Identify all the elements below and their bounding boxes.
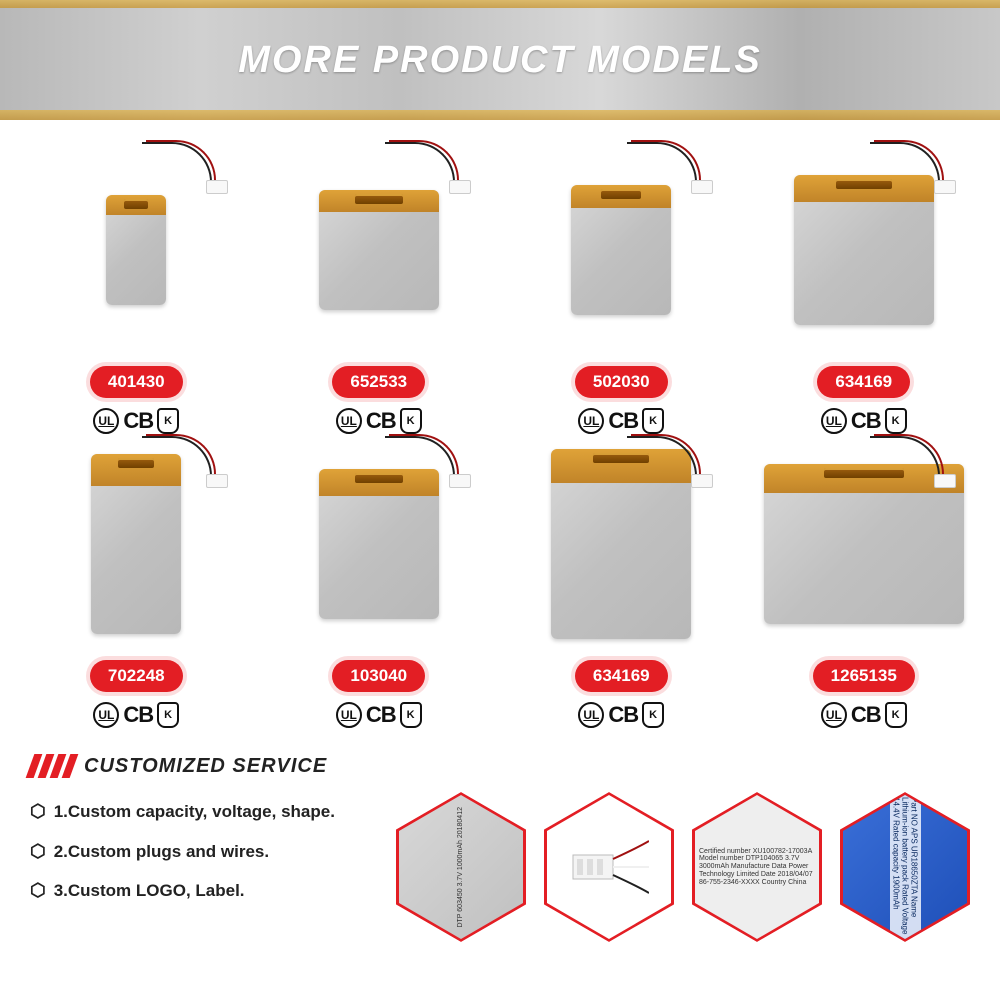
ul-icon: UL [336,408,362,434]
product-cell: 652533 ULCBK [273,150,486,434]
cb-mark: CB [123,702,153,728]
hex-bullet-icon: ⬡ [30,792,46,832]
battery-image [571,150,671,350]
battery-image [106,150,166,350]
kc-mark: K [642,702,664,728]
cb-mark: CB [851,408,881,434]
battery-image [551,444,691,644]
model-badge: 634169 [575,660,668,692]
hex-battery: DTP 603450 3.7V 1000mAh 20180412 [396,792,526,942]
model-badge: 401430 [90,366,183,398]
kc-mark: K [885,408,907,434]
custom-item: ⬡2.Custom plugs and wires. [30,832,380,872]
banner-title: MORE PRODUCT MODELS [238,39,762,82]
custom-text: 1.Custom capacity, voltage, shape. [54,793,335,830]
battery-image [91,444,181,644]
cert-row: ULCBK [821,408,907,434]
product-cell: 103040 ULCBK [273,444,486,728]
model-badge: 652533 [332,366,425,398]
battery-image [794,150,934,350]
cb-mark: CB [608,702,638,728]
model-badge: 103040 [332,660,425,692]
cb-mark: CB [123,408,153,434]
battery-image [764,444,964,644]
service-title: CUSTOMIZED SERVICE [84,755,327,778]
cb-mark: CB [851,702,881,728]
kc-mark: K [400,702,422,728]
cert-row: ULCBK [336,408,422,434]
product-grid: 401430ULCBK652533ULCBK502030ULCBK634169U… [0,120,1000,738]
ul-icon: UL [578,702,604,728]
cert-row: ULCBK [578,408,664,434]
cert-row: ULCBK [578,702,664,728]
ul-icon: UL [93,702,119,728]
hex-battery-text: DTP 603450 3.7V 1000mAh 20180412 [453,803,469,932]
ul-icon: UL [93,408,119,434]
kc-mark: K [885,702,907,728]
ul-icon: UL [578,408,604,434]
connector-icon [569,837,649,897]
kc-mark: K [642,408,664,434]
custom-item: ⬡1.Custom capacity, voltage, shape. [30,792,380,832]
custom-list: ⬡1.Custom capacity, voltage, shape.⬡2.Cu… [30,792,380,911]
kc-mark: K [157,702,179,728]
hex-bullet-icon: ⬡ [30,871,46,911]
cert-row: ULCBK [93,408,179,434]
model-badge: 502030 [575,366,668,398]
service-heading: CUSTOMIZED SERVICE [0,738,1000,786]
cb-mark: CB [608,408,638,434]
battery-image [319,150,439,350]
product-cell: 634169 ULCBK [758,150,971,434]
hex-bluepack: Part NO APS UR18650ZTA Name Lithium-ion … [840,792,970,942]
hex-connector [544,792,674,942]
cert-row: ULCBK [821,702,907,728]
bottom-row: ⬡1.Custom capacity, voltage, shape.⬡2.Cu… [0,786,1000,962]
ul-icon: UL [821,702,847,728]
model-badge: 634169 [817,366,910,398]
custom-text: 2.Custom plugs and wires. [54,833,269,870]
hex-bullet-icon: ⬡ [30,832,46,872]
custom-item: ⬡3.Custom LOGO, Label. [30,871,380,911]
hex-label: Certified number XU100782-17003A Model n… [692,792,822,942]
cert-row: ULCBK [93,702,179,728]
ul-icon: UL [821,408,847,434]
ul-icon: UL [336,702,362,728]
cb-mark: CB [366,408,396,434]
product-cell: 1265135 ULCBK [758,444,971,728]
cert-row: ULCBK [336,702,422,728]
product-cell: 502030 ULCBK [515,150,728,434]
hex-label-text: Certified number XU100782-17003A Model n… [695,844,819,890]
banner: MORE PRODUCT MODELS [0,0,1000,120]
hex-blue-text: Part NO APS UR18650ZTA Name Lithium-ion … [890,795,921,939]
product-cell: 634169 ULCBK [515,444,728,728]
battery-image [319,444,439,644]
product-cell: 702248 ULCBK [30,444,243,728]
cb-mark: CB [366,702,396,728]
model-badge: 702248 [90,660,183,692]
stripes-icon [30,754,74,778]
hex-row: DTP 603450 3.7V 1000mAh 20180412 Certifi… [396,792,970,942]
model-badge: 1265135 [813,660,915,692]
custom-text: 3.Custom LOGO, Label. [54,872,245,909]
kc-mark: K [400,408,422,434]
kc-mark: K [157,408,179,434]
product-cell: 401430 ULCBK [30,150,243,434]
